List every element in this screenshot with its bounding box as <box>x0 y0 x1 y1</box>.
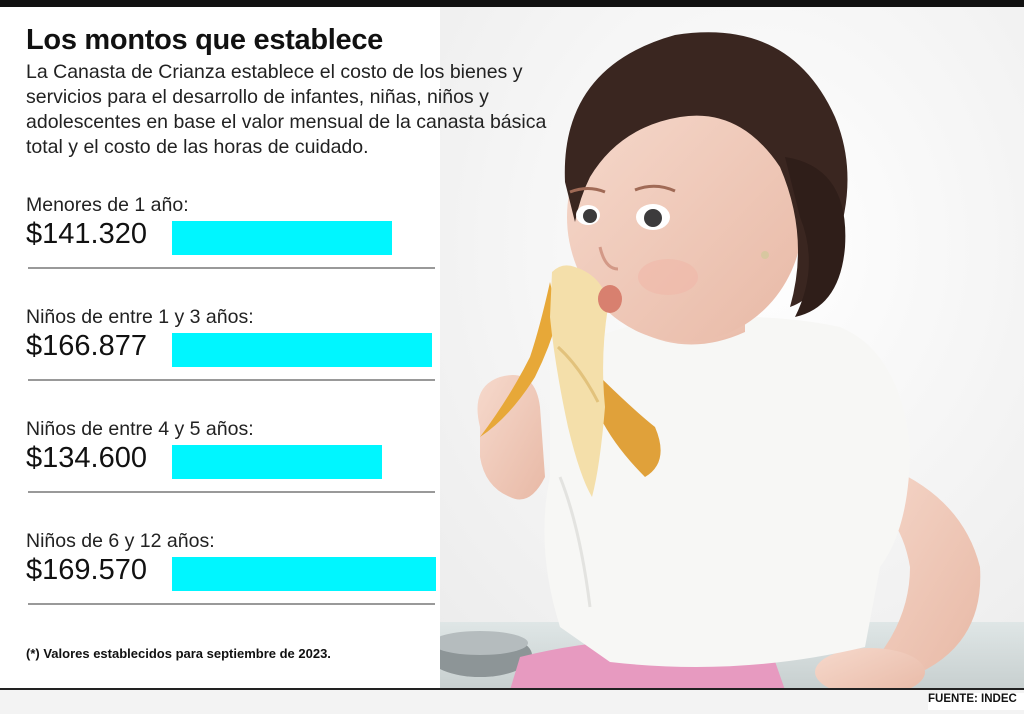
category-label: Niños de 6 y 12 años: <box>26 530 215 552</box>
bottom-bar <box>0 690 1024 714</box>
chart-entry: Niños de entre 4 y 5 años: $134.600 <box>26 418 436 498</box>
bar <box>172 557 436 591</box>
chart-entry: Menores de 1 año: $141.320 <box>26 194 436 274</box>
toddler-eating-banana-photo <box>440 7 1024 690</box>
bar <box>172 445 382 479</box>
chart-entry: Niños de 6 y 12 años: $169.570 <box>26 530 436 610</box>
value-label: $141.320 <box>26 218 147 250</box>
value-label: $166.877 <box>26 330 147 362</box>
bar <box>172 333 432 367</box>
chart-entry: Niños de entre 1 y 3 años: $166.877 <box>26 306 436 386</box>
intro-text: La Canasta de Crianza establece el costo… <box>26 61 547 158</box>
category-label: Menores de 1 año: <box>26 194 189 216</box>
row-divider <box>28 491 435 493</box>
bottom-rule <box>0 688 1024 690</box>
footnote: (*) Valores establecidos para septiembre… <box>26 646 331 661</box>
bar <box>172 221 392 255</box>
category-label: Niños de entre 1 y 3 años: <box>26 306 254 328</box>
category-label: Niños de entre 4 y 5 años: <box>26 418 254 440</box>
top-rule <box>0 0 1024 7</box>
row-divider <box>28 267 435 269</box>
row-divider <box>28 603 435 605</box>
value-label: $169.570 <box>26 554 147 586</box>
value-label: $134.600 <box>26 442 147 474</box>
source-credit: FUENTE: INDEC <box>928 693 1024 710</box>
row-divider <box>28 379 435 381</box>
page-title: Los montos que establece <box>26 24 383 56</box>
